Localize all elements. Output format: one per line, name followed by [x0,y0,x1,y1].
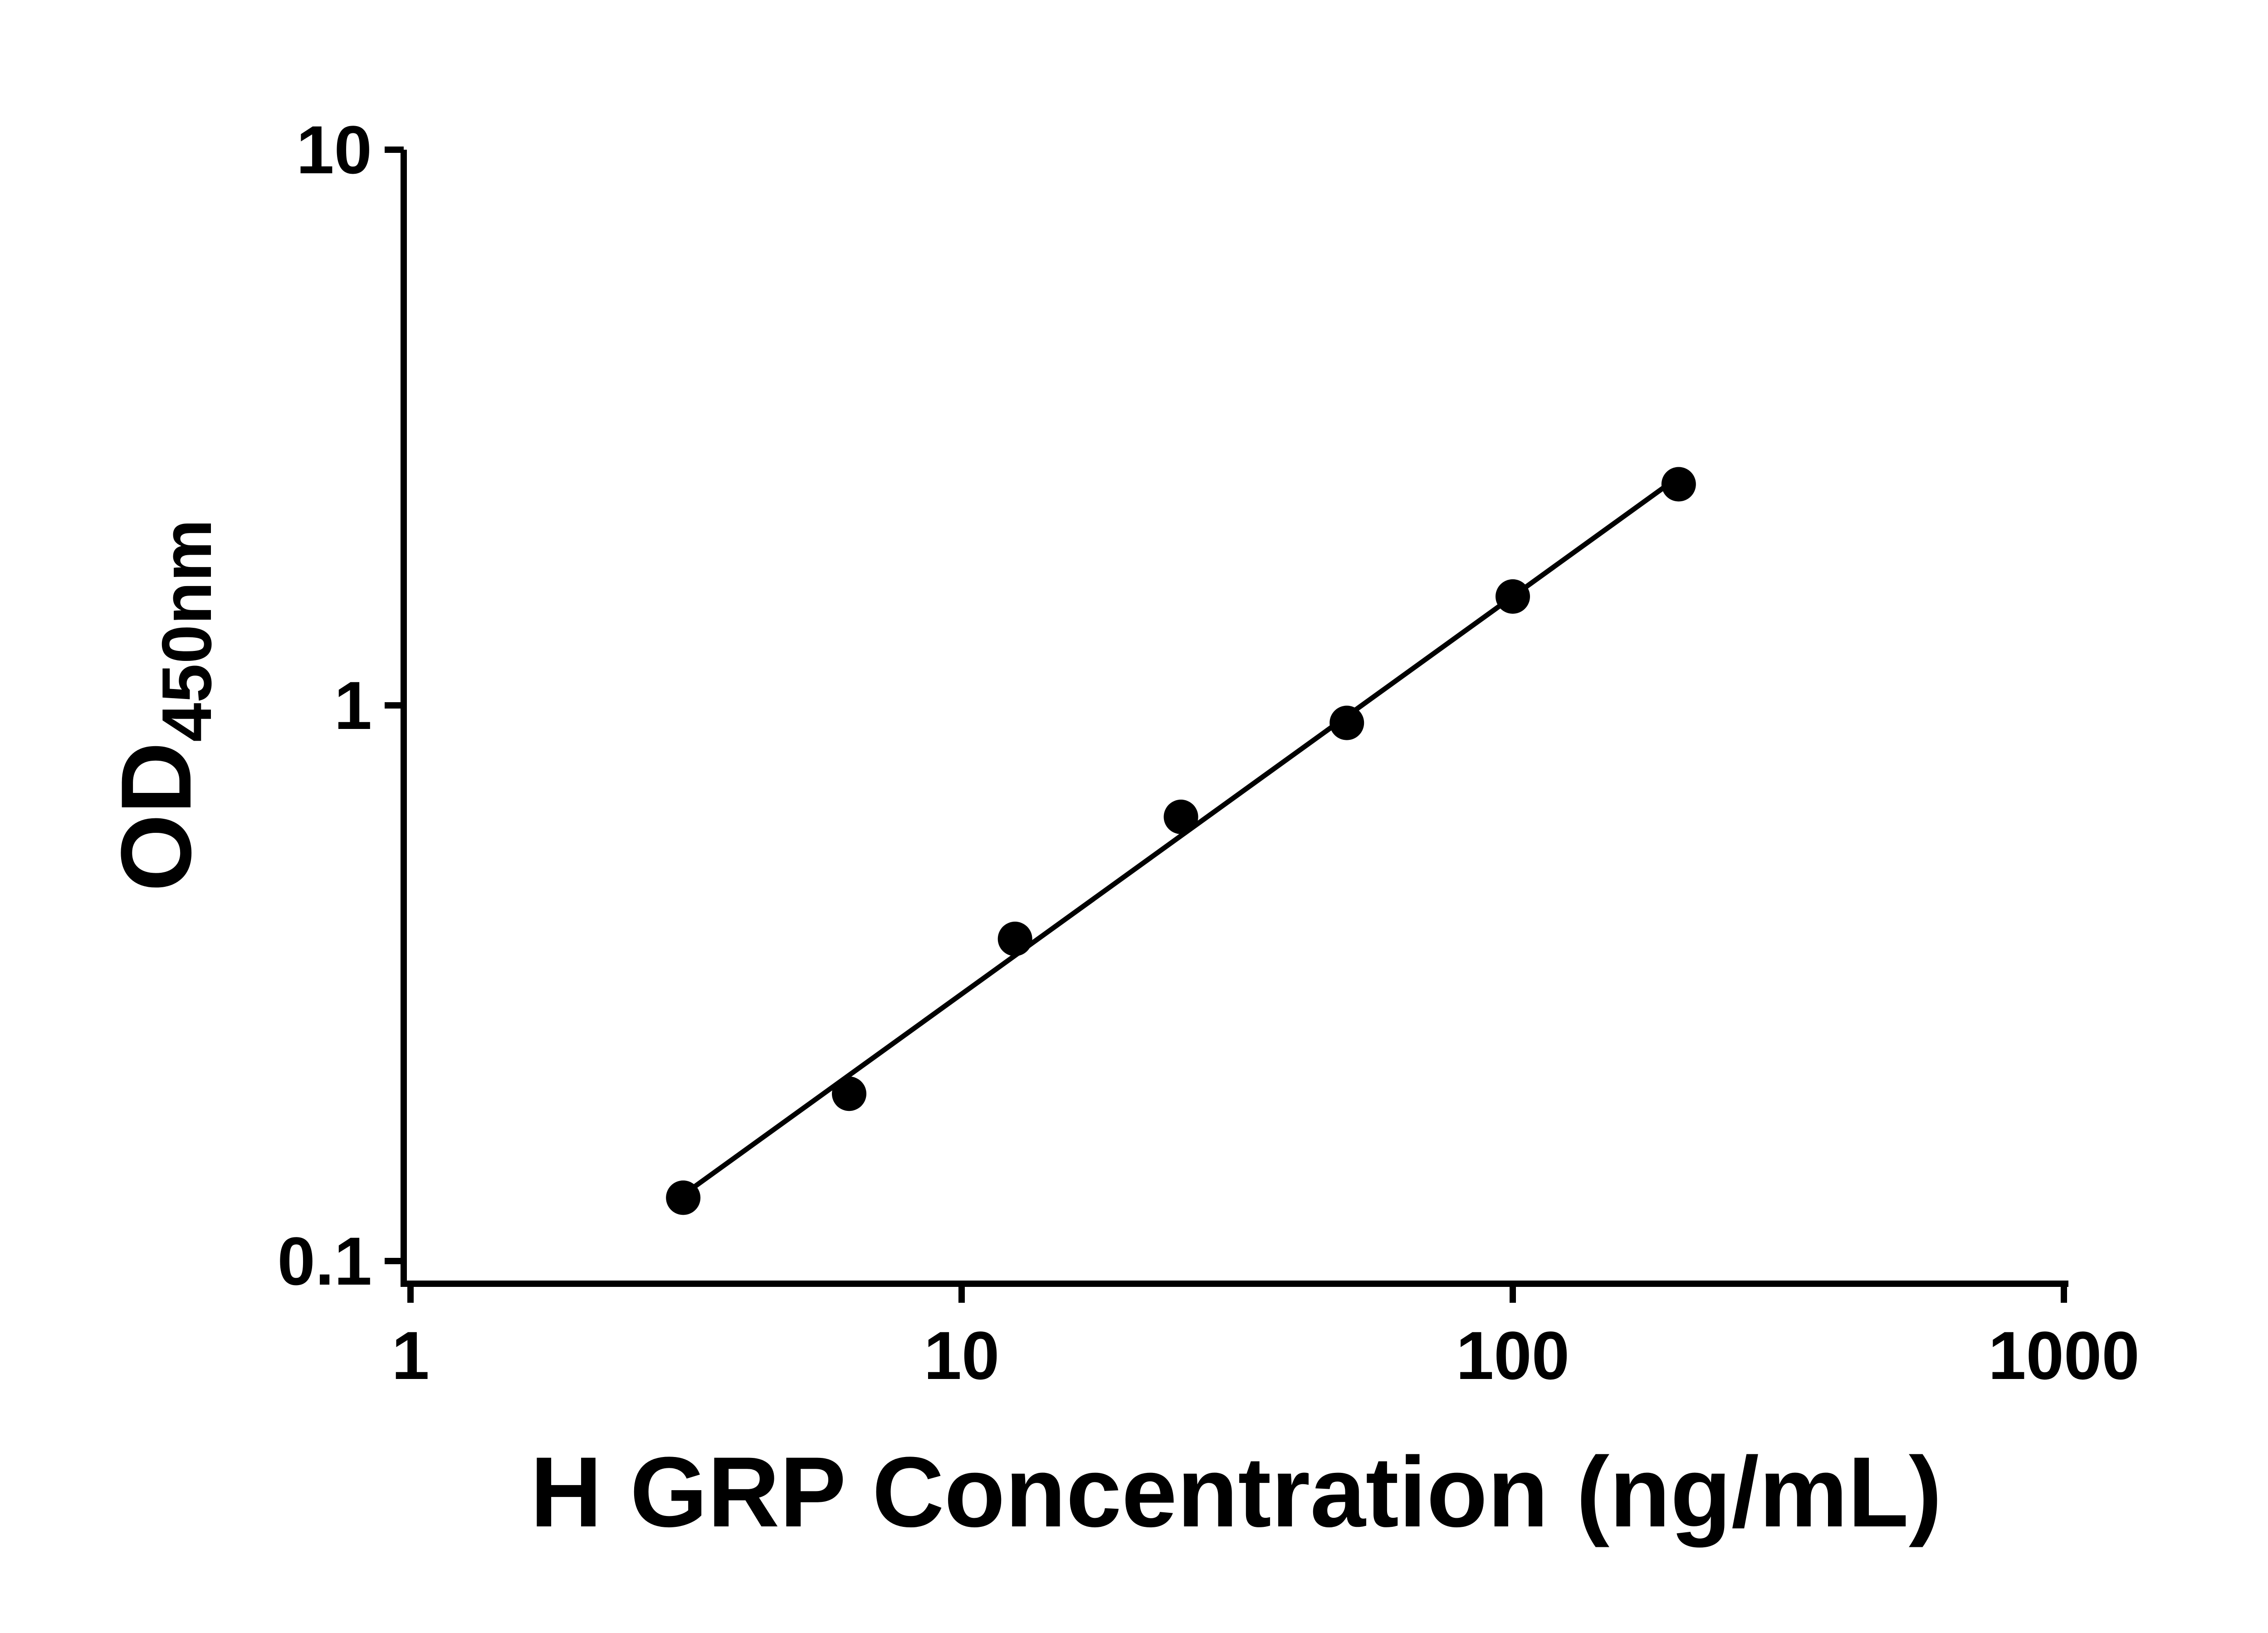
y-axis-title-main: OD [100,742,212,892]
y-axis-title-subscript: 450nm [147,519,226,742]
axis-frame [401,150,2068,1287]
x-axis-title: H GRP Concentration (ng/mL) [530,1436,1942,1548]
data-point [666,1180,701,1215]
x-tick-label: 10 [924,1317,1000,1393]
data-point [1330,705,1364,740]
trend-line [681,474,1681,1197]
x-axis-ticks [407,1284,2067,1303]
data-point [1496,579,1530,614]
y-axis-ticks [385,147,404,1264]
y-tick-label: 0.1 [277,1223,372,1299]
y-tick-label: 1 [334,667,372,743]
y-axis-tick-labels: 0.1 1 10 [277,112,372,1299]
data-point [997,921,1032,956]
data-point [832,1076,866,1111]
x-tick-label: 100 [1456,1317,1569,1393]
y-axis-title: OD450nm [100,519,226,891]
data-point [1661,467,1696,502]
x-axis-tick-labels: 1 10 100 1000 [391,1317,2140,1393]
series-group [666,467,1696,1215]
x-tick-label: 1 [391,1317,429,1393]
y-tick-label: 10 [296,112,372,188]
x-tick-label: 1000 [1988,1317,2140,1393]
data-point [1163,799,1198,834]
